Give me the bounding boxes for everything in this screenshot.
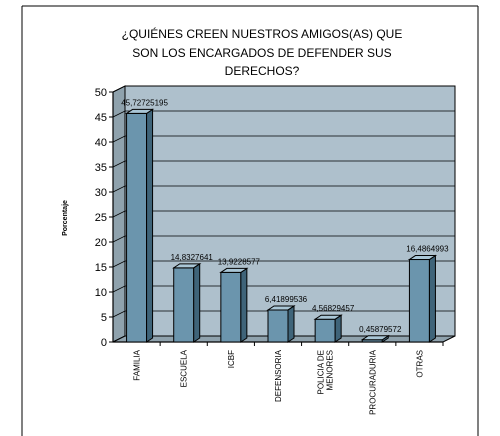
bar-front (220, 271, 242, 343)
data-label: 45,72725195 (121, 98, 168, 107)
bar-top (407, 255, 438, 261)
y-tick-label: 5 (101, 312, 107, 324)
x-tick-label: PROCURADURIA (368, 349, 377, 415)
x-tick-label: MENORES (326, 350, 335, 390)
bar-top (219, 267, 249, 273)
x-tick-label: POLICIA DE (317, 350, 326, 394)
bar-front (126, 112, 148, 343)
gridline (112, 235, 455, 243)
x-tick-label: FAMILIA (133, 349, 142, 380)
x-tick-label: DEFENSORIA (274, 349, 283, 402)
y-tick-label: 20 (95, 237, 107, 249)
plot-area: 0 5 10 15 20 25 30 35 40 45 50 45,72725195 FAMILIA 14… (95, 85, 456, 415)
bar-top (124, 108, 155, 114)
bar-front (408, 259, 430, 343)
gridline (112, 285, 455, 293)
data-label: 6,41899536 (265, 295, 308, 304)
bar-side (428, 254, 436, 343)
gridline (112, 260, 455, 268)
y-tick-label: 10 (95, 287, 107, 299)
gridline (112, 210, 455, 218)
bar-top (360, 335, 390, 341)
data-label: 16,4864993 (406, 245, 449, 254)
x-tick-label: ESCUELA (180, 349, 189, 387)
gridline (112, 160, 455, 168)
data-label: 13,9228577 (218, 257, 261, 266)
bar-top (172, 263, 202, 269)
y-tick-label: 40 (95, 137, 107, 149)
data-label: 0,45879572 (359, 325, 402, 334)
data-label: 4,56829457 (312, 304, 355, 313)
title-line-1: ¿QUIÉNES CREEN NUESTROS AMIGOS(AS) QUE (122, 26, 403, 41)
title-line-3: DERECHOS? (225, 64, 300, 78)
x-tick-label: ICBF (227, 350, 236, 368)
y-tick-label: 45 (95, 112, 107, 124)
data-label: 14,8327641 (171, 253, 214, 262)
bar-front (314, 318, 336, 343)
gridline (112, 85, 455, 93)
y-tick-label: 25 (95, 212, 107, 224)
bar-side (193, 262, 201, 343)
y-axis-label: Porcentaje (62, 200, 69, 236)
bar-front (173, 267, 195, 343)
bar-top (266, 305, 296, 311)
y-tick-label: 30 (95, 187, 107, 199)
gridline (112, 135, 455, 143)
chart-title: ¿QUIÉNES CREEN NUESTROS AMIGOS(AS) QUE S… (122, 26, 403, 78)
bar-side (240, 267, 248, 343)
gridline (112, 310, 455, 318)
gridline (112, 185, 455, 193)
y-tick-label: 0 (101, 337, 107, 349)
y-tick-label: 35 (95, 162, 107, 174)
bar-top (313, 314, 343, 320)
bar-side (287, 305, 295, 343)
bar-side (146, 108, 154, 343)
title-line-2: SON LOS ENCARGADOS DE DEFENDER SUS (132, 46, 391, 60)
bar-front (267, 309, 289, 343)
y-tick-label: 50 (95, 87, 107, 99)
x-tick-label: OTRAS (415, 350, 424, 378)
gridline (112, 110, 455, 118)
y-tick-label: 15 (95, 262, 107, 274)
bar-side (334, 314, 342, 343)
